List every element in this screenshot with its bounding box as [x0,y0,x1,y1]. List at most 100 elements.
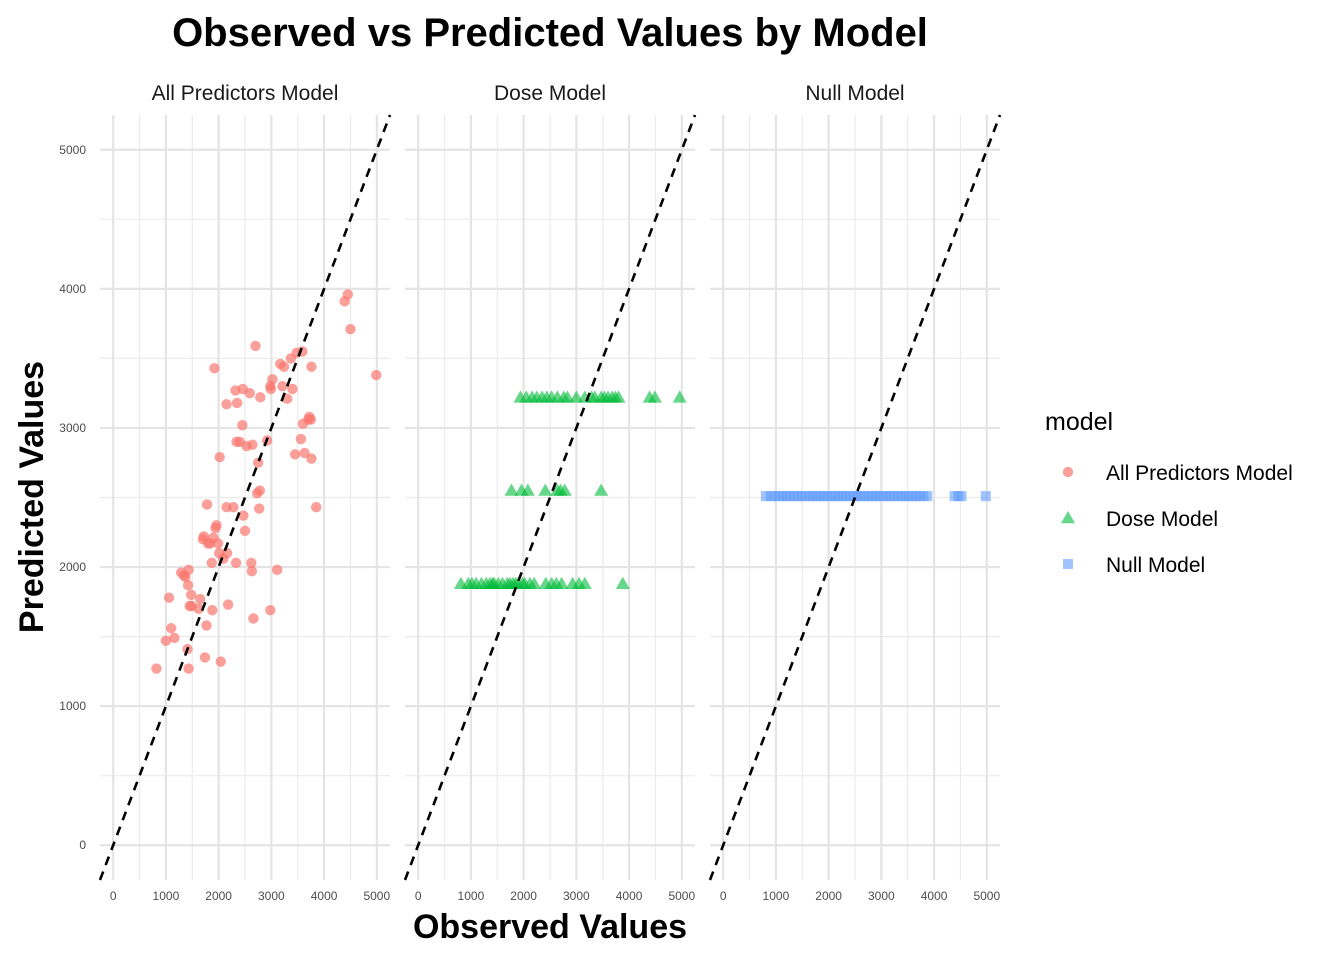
data-point [560,390,575,403]
data-point [265,604,276,616]
data-point [214,451,225,463]
data-point [520,483,535,496]
panel-dose-model: Dose Model 0 1000 2000 3000 4000 5000 [403,82,697,903]
data-point [201,620,212,631]
x-tick-label: 3000 [868,889,895,903]
data-point [186,589,197,601]
data-point [230,557,242,569]
data-point [228,502,239,513]
panel-null-model: Null Model 0 1000 2000 3000 4000 5000 [708,82,1002,903]
y-axis-title: Predicted Values [13,361,51,633]
x-tick-label: 5000 [668,889,695,903]
data-point [199,652,211,663]
data-point [980,491,991,502]
y-tick-label: 4000 [59,282,86,296]
data-point [183,564,194,576]
x-tick-label: 4000 [311,889,338,903]
data-point [255,392,266,403]
data-point [160,635,172,646]
legend-item: Null Model [1063,554,1205,577]
data-point [239,525,251,537]
data-point [267,374,278,385]
legend-key [1062,466,1074,478]
legend-label: Dose Model [1106,508,1218,531]
x-tick-label: 3000 [258,889,285,903]
data-point [305,414,317,425]
legend: model All Predictors Model Dose Model Null… [1045,408,1293,577]
data-point [611,390,626,403]
facet-label: All Predictors Model [152,82,339,105]
data-point [557,483,572,496]
data-point [151,663,162,674]
data-point [209,362,220,374]
data-point [183,663,194,674]
y-tick-label: 1000 [59,699,86,713]
data-point [221,547,233,559]
data-point [222,599,234,610]
data-point [254,503,265,514]
data-point [182,579,194,591]
data-point [594,483,609,496]
y-tick-label: 5000 [59,143,86,157]
data-point [250,340,261,352]
data-point [504,483,519,496]
data-point [169,632,180,644]
legend-label: Null Model [1106,554,1205,577]
data-point [538,483,553,496]
data-point [207,604,218,616]
data-point [306,453,317,464]
facet-label: Dose Model [494,82,606,105]
x-tick-label: 0 [110,889,117,903]
x-tick-label: 2000 [205,889,232,903]
data-point [278,361,290,372]
data-point [295,433,307,445]
reference-line [403,114,697,881]
data-point [310,502,322,513]
data-point [212,538,224,549]
data-point [201,499,213,510]
data-point [237,419,248,431]
x-tick-label: 1000 [763,889,790,903]
data-point [165,623,177,634]
data-point [194,593,206,605]
x-tick-label: 0 [720,889,727,903]
data-point [231,397,243,409]
legend-label: All Predictors Model [1106,462,1293,485]
data-point [215,656,226,667]
data-point [271,564,283,576]
chart-title: Observed vs Predicted Values by Model [172,11,928,55]
facet-label: Null Model [805,82,904,105]
x-tick-label: 5000 [973,889,1000,903]
x-tick-label: 2000 [510,889,537,903]
data-point [211,520,222,531]
data-point [527,576,542,589]
data-point [206,557,217,569]
x-tick-label: 4000 [921,889,948,903]
x-tick-label: 1000 [458,889,485,903]
data-point [287,383,298,395]
data-point [254,485,265,496]
data-point [163,592,175,603]
data-point [248,613,259,624]
data-point [221,399,232,410]
panel-all-predictors-model: All Predictors Model 0 1000 2000 3000 4000 500… [59,82,392,903]
reference-line [98,114,392,881]
data-point [244,387,255,399]
legend-item: All Predictors Model [1062,462,1293,485]
legend-item: Dose Model [1061,508,1218,531]
data-point [246,557,257,569]
data-point [577,576,592,589]
data-point [306,361,317,372]
legend-title: model [1045,408,1113,436]
data-point [371,369,382,381]
x-tick-label: 2000 [815,889,842,903]
x-tick-label: 5000 [363,889,390,903]
legend-key [1061,511,1075,524]
data-point [265,383,277,395]
data-point [238,510,249,521]
x-tick-label: 4000 [616,889,643,903]
x-axis-title: Observed Values [413,908,687,946]
data-point [672,390,687,403]
data-point [647,390,662,403]
